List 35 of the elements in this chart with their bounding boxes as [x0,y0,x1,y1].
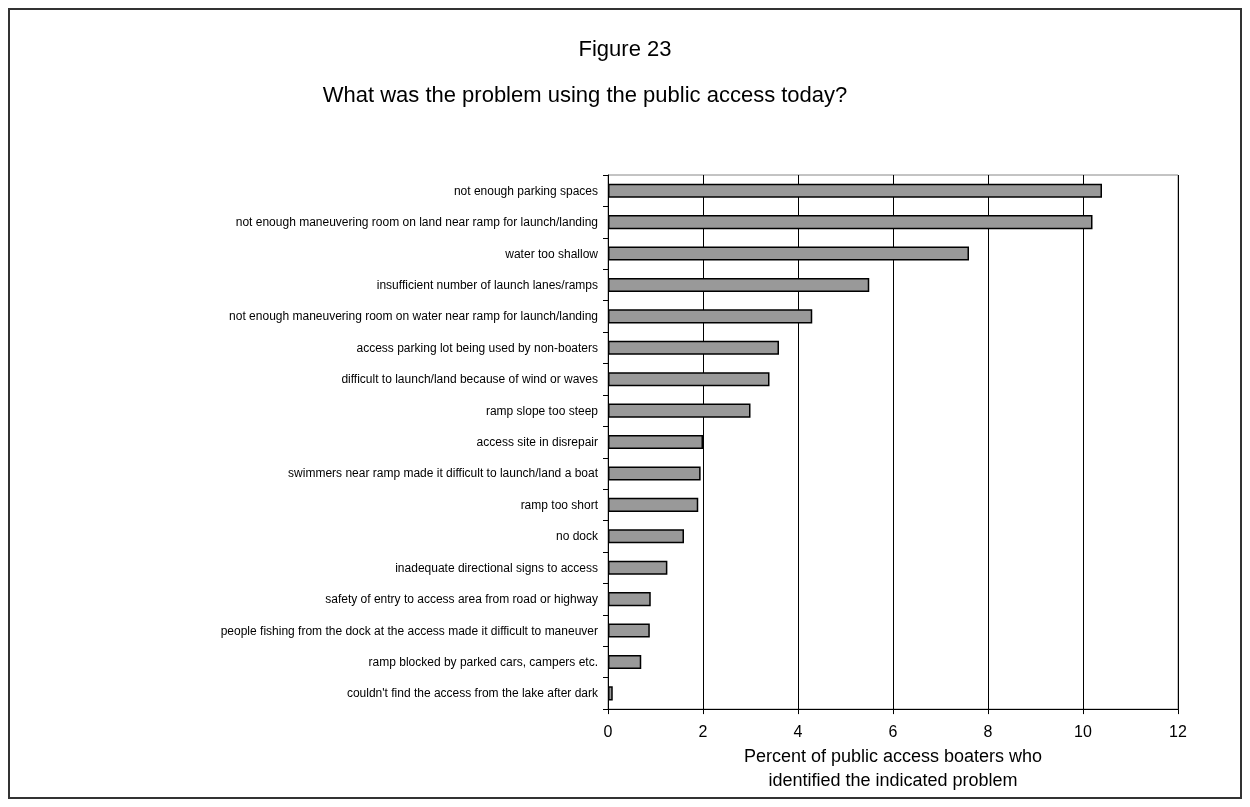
y-tick-label: water too shallow [504,246,599,261]
y-tick-label: safety of entry to access area from road or highway [325,592,598,607]
bar [608,560,668,575]
chart-subtitle: What was the problem using the public access today? [322,81,848,107]
bar [608,497,699,512]
x-tick-label: 2 [698,722,708,740]
x-tick-label: 12 [1169,722,1187,740]
y-tick-label: not enough parking spaces [453,183,598,198]
y-tick-label: ramp too short [520,497,599,512]
y-tick-label: swimmers near ramp made it difficult to launch/land a boat [288,466,599,481]
x-tick-label: 8 [983,722,993,740]
y-tick-label: no dock [555,529,599,544]
x-tick-label: 6 [888,722,898,740]
y-tick-label: difficult to launch/land because of wind or waves [341,372,598,387]
y-tick-label: people fishing from the dock at the access made it difficult to maneuver [220,623,598,638]
x-tick-label: 4 [793,722,803,740]
bar [608,654,642,670]
y-tick-label: not enough maneuvering room on water near ramp for launch/landing [229,309,598,324]
y-tick-label: access parking lot being used by non-boaters [356,340,598,355]
y-tick-label: not enough maneuvering room on land near ramp for launch/landing [235,215,598,230]
x-tick-label: 10 [1074,722,1092,740]
y-tick-label: insufficient number of launch lanes/ramps [376,277,598,292]
y-tick-label: couldn't find the access from the lake after dark [346,686,599,701]
x-axis-title: Percent of public access boaters who identified the indicated problem [743,746,1043,790]
bar [608,529,684,544]
bar [608,623,650,638]
y-tick-label: inadequate directional signs to access [395,560,598,575]
x-tick-label: 0 [603,722,613,740]
bar [608,466,701,481]
bar [608,592,651,607]
y-tick-label: ramp blocked by parked cars, campers etc. [368,654,598,669]
bar [608,686,613,701]
y-tick-label: access site in disrepair [476,435,598,450]
y-tick-label: ramp slope too steep [485,403,599,418]
chart-title: Figure 23 [578,35,672,61]
